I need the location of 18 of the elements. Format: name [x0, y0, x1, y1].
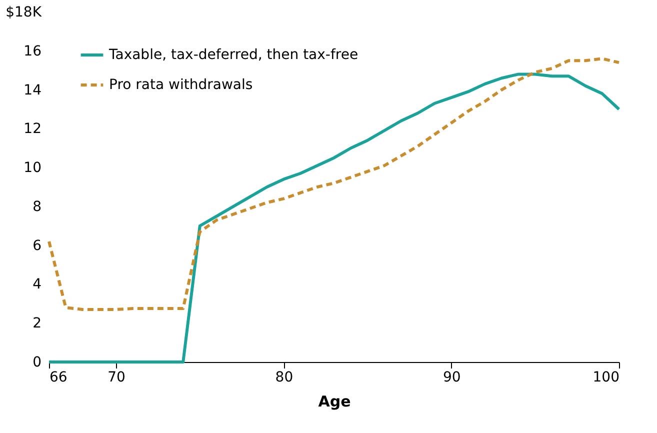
y-tick-label: 10: [24, 160, 42, 176]
x-tick-label: 100: [592, 370, 620, 386]
legend-label: Taxable, tax-deferred, then tax-free: [108, 47, 358, 63]
y-tick-label: 16: [24, 43, 42, 60]
x-axis-title: Age: [318, 392, 351, 410]
y-tick-label: $18K: [6, 4, 42, 20]
x-tick-label: 80: [275, 370, 294, 386]
y-tick-label: 6: [32, 238, 42, 254]
y-tick-label: 2: [32, 316, 42, 332]
x-tick-label: 70: [108, 370, 126, 386]
x-tick-label: 66: [50, 370, 68, 386]
y-tick-label: 8: [32, 198, 42, 215]
y-tick-label: 14: [24, 82, 42, 98]
legend-label: Pro rata withdrawals: [109, 77, 253, 93]
y-tick-label: 12: [24, 121, 42, 138]
x-tick-label: 90: [442, 370, 461, 386]
y-tick-label: 4: [32, 276, 42, 293]
y-tick-label: 0: [32, 354, 42, 370]
